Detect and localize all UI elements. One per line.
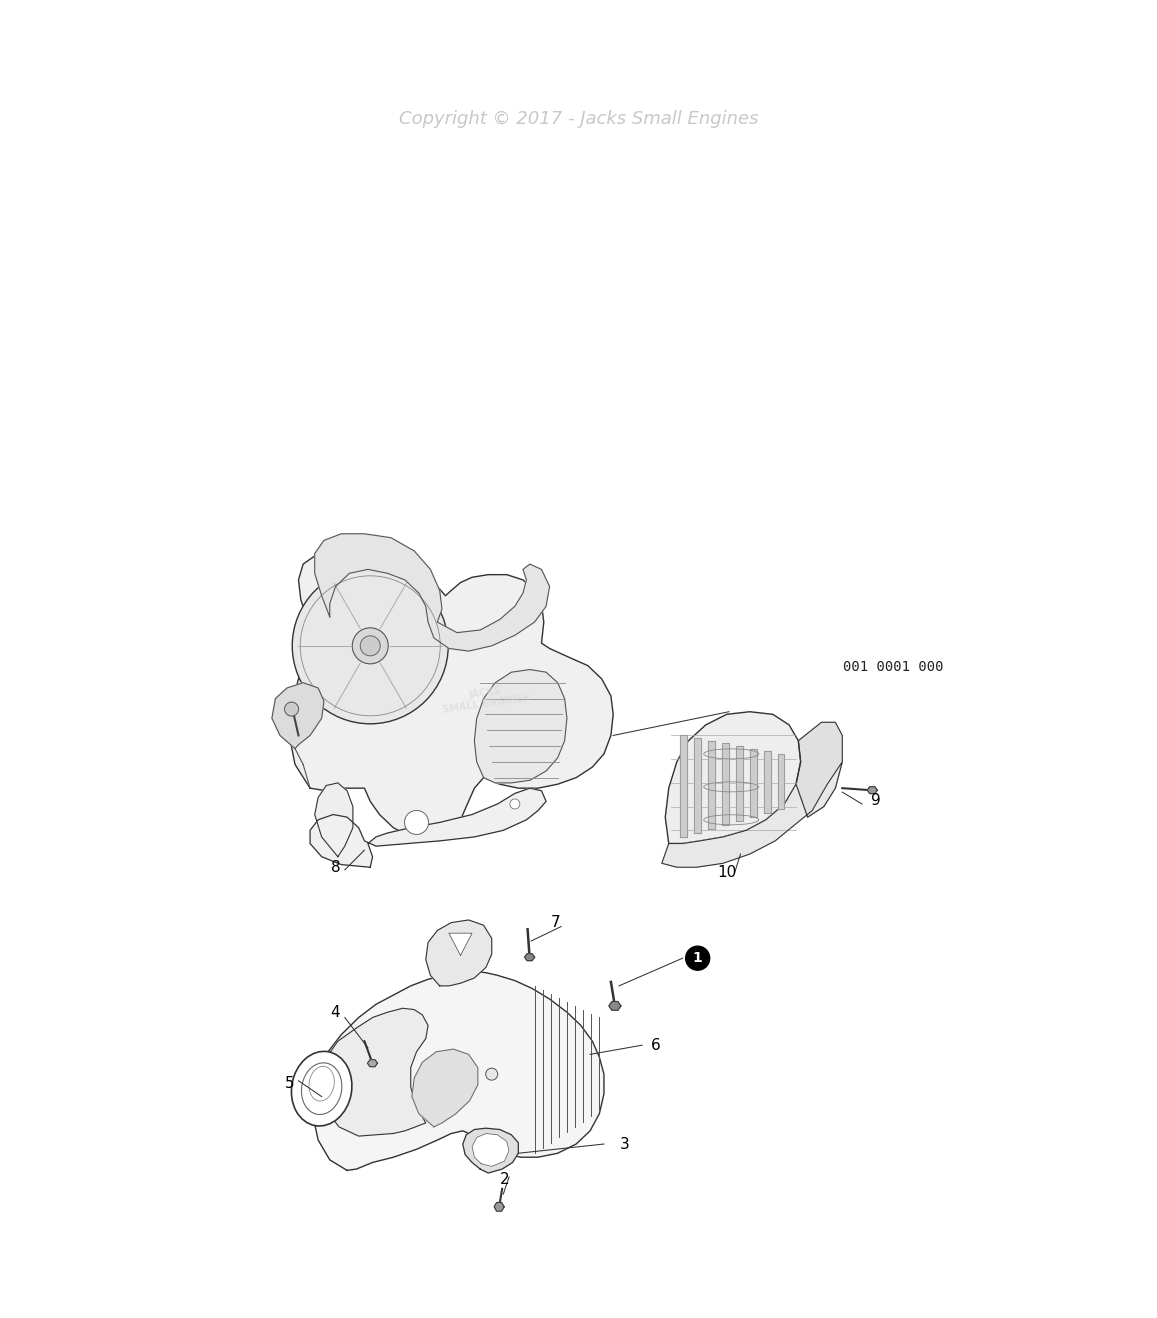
Polygon shape <box>312 971 604 1170</box>
Text: Copyright © 2017 - Jacks Small Engines: Copyright © 2017 - Jacks Small Engines <box>399 109 758 128</box>
Text: 3: 3 <box>620 1136 629 1152</box>
Polygon shape <box>474 670 567 783</box>
Polygon shape <box>796 722 842 817</box>
Polygon shape <box>778 754 784 809</box>
Ellipse shape <box>302 1062 341 1115</box>
Text: 4: 4 <box>331 1004 340 1020</box>
Polygon shape <box>315 783 353 857</box>
Text: 10: 10 <box>717 865 736 880</box>
Polygon shape <box>463 1128 518 1173</box>
Polygon shape <box>708 741 715 829</box>
Polygon shape <box>722 743 729 825</box>
Polygon shape <box>662 762 842 867</box>
Polygon shape <box>449 933 472 956</box>
Text: 6: 6 <box>651 1037 661 1053</box>
Polygon shape <box>426 920 492 986</box>
Polygon shape <box>310 788 546 867</box>
Text: 5: 5 <box>285 1075 294 1091</box>
Circle shape <box>352 627 389 664</box>
Polygon shape <box>665 712 801 844</box>
Circle shape <box>293 568 448 724</box>
Text: 2: 2 <box>500 1172 509 1188</box>
Circle shape <box>285 702 299 716</box>
Circle shape <box>360 635 381 656</box>
Polygon shape <box>412 1049 478 1127</box>
Polygon shape <box>318 1008 428 1136</box>
Polygon shape <box>736 746 743 821</box>
Text: 7: 7 <box>551 915 560 931</box>
Polygon shape <box>609 1002 621 1010</box>
Polygon shape <box>289 547 613 841</box>
Circle shape <box>510 799 519 809</box>
Polygon shape <box>750 749 757 817</box>
Polygon shape <box>680 735 687 837</box>
Text: 8: 8 <box>331 859 340 875</box>
Circle shape <box>686 946 709 970</box>
Circle shape <box>486 1068 498 1081</box>
Polygon shape <box>272 683 324 749</box>
Text: 001 0001 000: 001 0001 000 <box>843 660 943 673</box>
Polygon shape <box>524 954 535 961</box>
Polygon shape <box>368 1060 377 1066</box>
Text: 9: 9 <box>871 792 880 808</box>
Polygon shape <box>764 751 771 813</box>
Text: JACKS
SMALL ENGINES: JACKS SMALL ENGINES <box>441 681 531 716</box>
Circle shape <box>405 811 428 834</box>
Ellipse shape <box>309 1066 334 1101</box>
Polygon shape <box>494 1202 504 1211</box>
Polygon shape <box>694 738 701 833</box>
Polygon shape <box>868 787 877 793</box>
Polygon shape <box>315 534 550 651</box>
Text: 1: 1 <box>693 952 702 965</box>
Polygon shape <box>472 1133 509 1166</box>
Ellipse shape <box>292 1052 352 1126</box>
